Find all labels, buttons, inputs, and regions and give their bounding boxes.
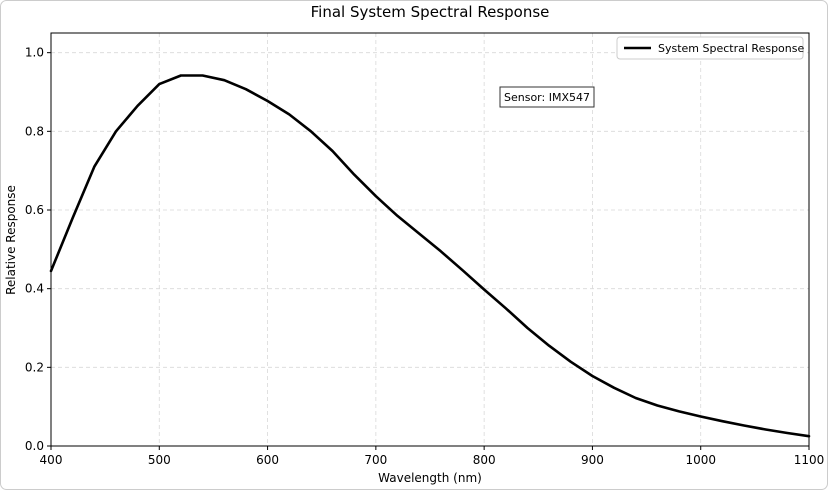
y-tick-label: 0.6	[25, 203, 44, 217]
chart-title: Final System Spectral Response	[311, 3, 550, 21]
x-tick-label: 1100	[794, 453, 825, 467]
grid-lines	[50, 33, 810, 447]
x-tick-label: 800	[473, 453, 496, 467]
x-axis-ticks: 400 500 600 700 800 900 1000 1100	[40, 446, 825, 467]
y-tick-label: 0.4	[25, 282, 44, 296]
x-tick-label: 900	[581, 453, 604, 467]
annotation-sensor-label: Sensor: IMX547	[504, 91, 590, 104]
x-tick-label: 600	[256, 453, 279, 467]
legend-box	[616, 36, 804, 60]
y-tick-label: 0.0	[25, 439, 44, 453]
y-tick-label: 1.0	[25, 46, 44, 60]
y-axis-ticks: 0.0 0.2 0.4 0.6 0.8 1.0	[25, 46, 51, 453]
annotation-box	[499, 86, 595, 108]
series-line-system-spectral-response	[49, 74, 811, 438]
y-tick-label: 0.8	[25, 124, 44, 138]
x-tick-label: 400	[40, 453, 63, 467]
x-tick-label: 1000	[685, 453, 716, 467]
x-axis-title: Wavelength (nm)	[378, 471, 482, 485]
annotation: Sensor: IMX547	[499, 86, 595, 108]
legend-entry-system-spectral-response: System Spectral Response	[658, 42, 804, 55]
plot-area-border	[50, 32, 810, 447]
y-tick-label: 0.2	[25, 360, 44, 374]
y-axis-title: Relative Response	[4, 185, 18, 295]
x-tick-label: 700	[364, 453, 387, 467]
x-tick-label: 500	[148, 453, 171, 467]
legend: System Spectral Response	[616, 36, 804, 60]
